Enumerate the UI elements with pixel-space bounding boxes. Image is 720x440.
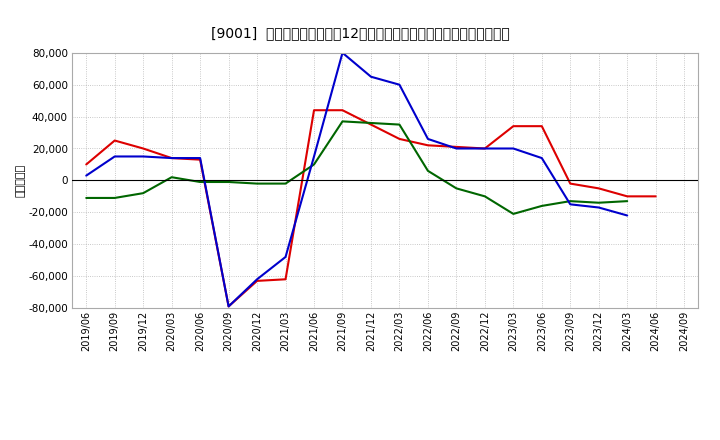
フリーCF — [338, 50, 347, 55]
フリーCF — [423, 136, 432, 142]
営業CF — [509, 124, 518, 129]
営業CF — [310, 107, 318, 113]
Y-axis label: （百万円）: （百万円） — [15, 164, 25, 197]
投資CF — [167, 175, 176, 180]
営業CF — [480, 146, 489, 151]
営業CF — [225, 304, 233, 309]
投資CF — [452, 186, 461, 191]
営業CF — [595, 186, 603, 191]
営業CF — [167, 155, 176, 161]
投資CF — [282, 181, 290, 186]
フリーCF — [310, 154, 318, 159]
投資CF — [537, 203, 546, 209]
Text: [9001]  キャッシュフローの12か月移動合計の対前年同期増減額の推移: [9001] キャッシュフローの12か月移動合計の対前年同期増減額の推移 — [211, 26, 509, 40]
フリーCF — [253, 277, 261, 282]
営業CF — [196, 157, 204, 162]
投資CF — [310, 162, 318, 167]
フリーCF — [139, 154, 148, 159]
フリーCF — [110, 154, 119, 159]
投資CF — [82, 195, 91, 201]
投資CF — [566, 198, 575, 204]
Line: 投資CF: 投資CF — [86, 121, 627, 214]
フリーCF — [282, 254, 290, 260]
フリーCF — [623, 213, 631, 218]
営業CF — [338, 107, 347, 113]
営業CF — [423, 143, 432, 148]
営業CF — [395, 136, 404, 142]
投資CF — [509, 211, 518, 216]
投資CF — [253, 181, 261, 186]
営業CF — [566, 181, 575, 186]
営業CF — [537, 124, 546, 129]
投資CF — [338, 119, 347, 124]
フリーCF — [196, 155, 204, 161]
営業CF — [623, 194, 631, 199]
営業CF — [139, 146, 148, 151]
フリーCF — [566, 202, 575, 207]
フリーCF — [480, 146, 489, 151]
フリーCF — [509, 146, 518, 151]
営業CF — [282, 277, 290, 282]
投資CF — [139, 191, 148, 196]
フリーCF — [452, 146, 461, 151]
フリーCF — [595, 205, 603, 210]
営業CF — [253, 278, 261, 283]
営業CF — [110, 138, 119, 143]
投資CF — [110, 195, 119, 201]
Line: 営業CF: 営業CF — [86, 110, 656, 306]
投資CF — [395, 122, 404, 127]
投資CF — [366, 120, 375, 126]
投資CF — [623, 198, 631, 204]
Line: フリーCF: フリーCF — [86, 53, 627, 306]
営業CF — [452, 144, 461, 150]
フリーCF — [225, 304, 233, 309]
投資CF — [480, 194, 489, 199]
フリーCF — [537, 155, 546, 161]
営業CF — [366, 122, 375, 127]
フリーCF — [167, 155, 176, 161]
投資CF — [595, 200, 603, 205]
フリーCF — [395, 82, 404, 87]
フリーCF — [82, 173, 91, 178]
フリーCF — [366, 74, 375, 79]
投資CF — [423, 168, 432, 173]
営業CF — [652, 194, 660, 199]
投資CF — [225, 180, 233, 185]
投資CF — [196, 180, 204, 185]
営業CF — [82, 162, 91, 167]
